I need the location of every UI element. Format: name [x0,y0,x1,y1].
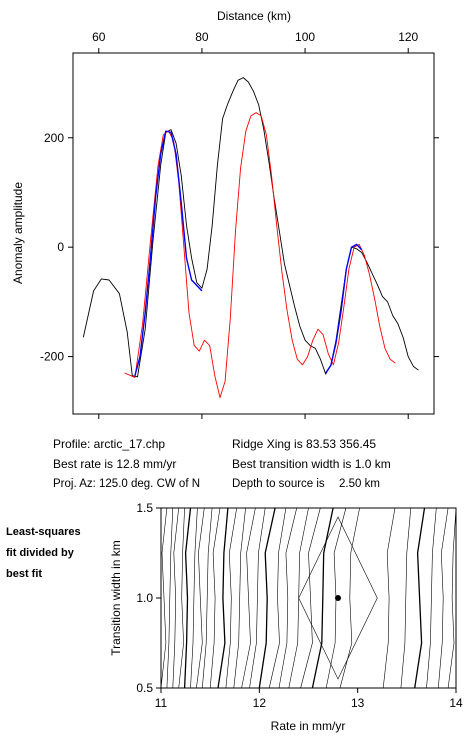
contour-y-axis-title: Transition width in km [109,540,123,656]
contour-line [196,507,205,689]
top-x-tick-label: 80 [195,30,209,44]
contour-x-ticks: 11 12 13 14 [155,688,463,710]
contour-line [225,507,237,689]
top-x-ticks: 60 80 100 120 [92,30,419,419]
contour-line [160,507,168,689]
contour-line [447,507,457,689]
contour-line [209,507,221,689]
top-series-lines [82,77,419,399]
top-y-tick-label: 200 [44,131,64,145]
contour-y-ticks: 0.5 1.0 1.5 [136,501,161,695]
contour-line [426,507,437,689]
contour-x-axis-title: Rate in mm/yr [271,719,346,733]
contour-line [233,507,246,689]
side-caption: Least-squares fit divided by best fit [6,522,81,585]
top-y-axis-title: Anomaly amplitude [11,182,25,284]
contour-x-tick-label: 11 [155,696,168,710]
contour-line [190,507,198,689]
model-anomaly-line [124,112,396,399]
observed-anomaly-line [82,77,419,378]
inner-contour-line [298,516,378,680]
top-x-tick-label: 60 [92,30,106,44]
contour-line [414,507,426,689]
depth-label: Depth to source is [232,478,325,490]
side-caption-line: fit divided by [6,547,74,559]
contour-x-tick-label: 13 [351,696,365,710]
contour-line [202,507,213,689]
contour-line [382,507,396,689]
contour-x-tick-label: 14 [449,696,463,710]
contour-line [172,507,179,689]
top-plot-frame [72,52,435,415]
contour-y-tick-label: 1.0 [136,591,153,605]
best-fit-point [335,595,341,601]
contour-line [300,507,321,689]
contour-line [311,507,334,689]
contour-line [258,507,276,689]
top-x-tick-label: 100 [295,30,315,44]
contour-line [400,507,412,689]
contour-line [438,507,449,689]
contour-chart: Rate in mm/yr Transition width in km 11 1… [109,501,463,733]
side-caption-line: best fit [6,568,43,580]
top-y-tick-label: -200 [40,350,64,364]
contour-line [241,507,256,689]
top-y-ticks: -200 0 200 [40,131,439,364]
fit-segment-line [325,243,363,374]
profile-label: Profile: arctic_17.chp [53,437,166,451]
side-caption-line: Least-squares [6,526,81,538]
contour-line [178,507,185,689]
contour-x-tick-label: 12 [253,696,267,710]
contour-line [217,507,229,689]
contour-line [166,507,174,689]
contour-lines [160,507,457,689]
contour-line [268,507,287,689]
ridge-crossing-label: Ridge Xing is 83.53 356.45 [232,437,377,451]
best-rate-label: Best rate is 12.8 mm/yr [53,457,177,471]
top-x-axis-title: Distance (km) [217,9,291,23]
projection-azimuth-label: Proj. Az: 125.0 deg. CW of N [53,478,201,490]
depth-value: 2.50 km [339,478,380,490]
contour-line [249,507,266,689]
contour-y-tick-label: 1.5 [136,501,153,515]
contour-line [339,507,360,689]
fit-segment-line [134,130,203,376]
contour-y-tick-label: 0.5 [136,681,153,695]
top-y-tick-label: 0 [57,240,64,254]
contour-line [278,507,297,689]
contour-plot-frame [160,507,457,689]
best-width-label: Best transition width is 1.0 km [232,457,391,471]
contour-line [183,507,192,689]
anomaly-profile-chart: Distance (km) Anomaly amplitude 60 80 100 1… [11,9,439,419]
top-x-tick-label: 120 [398,30,418,44]
